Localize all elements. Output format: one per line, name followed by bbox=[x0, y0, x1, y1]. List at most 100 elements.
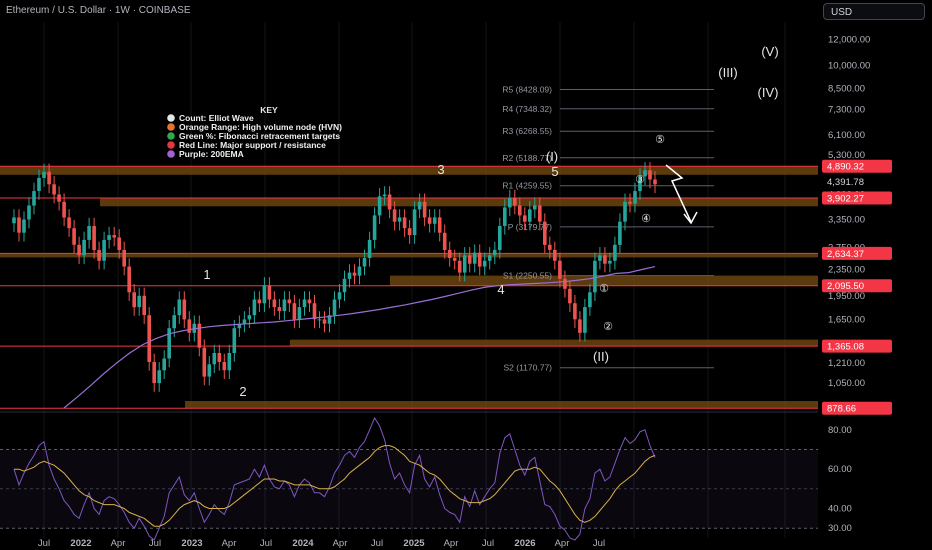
hvn-zone-5 bbox=[185, 401, 818, 409]
candle-body-11 bbox=[67, 217, 71, 229]
price-badge-bg-4 bbox=[822, 279, 892, 293]
candle-body-93 bbox=[477, 252, 482, 267]
support-lines bbox=[0, 165, 818, 409]
price-tick-3: 1,650.00 bbox=[828, 314, 865, 325]
key-swatch-1 bbox=[167, 123, 175, 131]
price-tick-7: 3,350.00 bbox=[828, 215, 865, 226]
candle-body-6 bbox=[42, 171, 46, 178]
sub-wave-0: ① bbox=[599, 283, 609, 295]
price-tick-5: 2,350.00 bbox=[828, 265, 865, 276]
sub-wave-3: ④ bbox=[641, 213, 651, 225]
candle-body-7 bbox=[47, 171, 51, 185]
wave-label-8: (IV) bbox=[758, 85, 779, 100]
candle-body-62 bbox=[322, 319, 327, 324]
candle-body-77 bbox=[397, 217, 402, 222]
arrow-head bbox=[683, 211, 698, 225]
rsi-tick-0: 30.00 bbox=[828, 523, 852, 534]
candle-body-120 bbox=[613, 244, 617, 261]
rsi-ma-line bbox=[14, 445, 656, 527]
price-badge-2: 3,902.27 bbox=[827, 194, 864, 205]
key-label-2: Green %: Fibonacci retracement targets bbox=[179, 131, 340, 141]
candle-body-38 bbox=[202, 347, 207, 377]
candle-body-88 bbox=[452, 258, 457, 261]
candle-body-75 bbox=[387, 194, 392, 210]
candle-body-94 bbox=[482, 260, 487, 267]
pivot-label-0: R5 (8428.09) bbox=[502, 85, 552, 95]
projection-arrow bbox=[665, 164, 698, 225]
candle-body-127 bbox=[648, 170, 652, 180]
candle-body-30 bbox=[162, 358, 166, 371]
candle-body-31 bbox=[167, 328, 171, 359]
price-badge-0: 4,890.32 bbox=[827, 162, 864, 173]
candle-body-105 bbox=[538, 205, 542, 222]
candle-body-111 bbox=[568, 288, 572, 304]
rsi-tick-2: 60.00 bbox=[828, 464, 852, 475]
candle-body-99 bbox=[508, 198, 512, 208]
wave-label-3: 4 bbox=[497, 282, 504, 297]
candle-body-96 bbox=[492, 249, 497, 256]
pivot-label-7: S2 (1170.77) bbox=[503, 363, 552, 373]
price-tick-14: 12,000.00 bbox=[828, 35, 870, 46]
candle-body-119 bbox=[608, 260, 612, 264]
candle-body-65 bbox=[337, 292, 342, 300]
candle-body-1 bbox=[17, 217, 21, 233]
price-tick-11: 7,300.00 bbox=[828, 105, 865, 116]
candle-body-42 bbox=[222, 361, 227, 371]
hvn-zone-1 bbox=[100, 198, 818, 207]
price-badge-3: 2,634.37 bbox=[827, 249, 864, 260]
candle-body-35 bbox=[187, 319, 192, 333]
hvn-zone-0 bbox=[0, 166, 818, 175]
key-label-0: Count: Elliot Wave bbox=[179, 113, 254, 123]
time-tick-10: 2025 bbox=[403, 538, 425, 549]
candle-body-25 bbox=[137, 295, 141, 308]
wave-label-5: (I) bbox=[546, 149, 558, 164]
candle-body-32 bbox=[172, 315, 176, 329]
candle-body-48 bbox=[252, 299, 257, 316]
time-tick-12: Jul bbox=[482, 538, 494, 549]
candle-body-103 bbox=[528, 209, 532, 222]
candle-body-61 bbox=[317, 319, 322, 321]
key-swatch-4 bbox=[167, 150, 175, 158]
candle-body-102 bbox=[523, 215, 527, 222]
price-badge-6: 878.66 bbox=[827, 404, 856, 415]
sub-wave-2: ③ bbox=[635, 174, 645, 186]
candle-body-63 bbox=[327, 315, 332, 324]
key-swatch-3 bbox=[167, 141, 175, 149]
candle-body-59 bbox=[307, 299, 312, 304]
candle-body-16 bbox=[92, 226, 96, 250]
candle-body-87 bbox=[447, 249, 452, 258]
candle-body-71 bbox=[367, 239, 372, 258]
candle-body-64 bbox=[332, 299, 337, 316]
rsi-panel bbox=[0, 416, 818, 541]
candle-body-23 bbox=[127, 266, 131, 293]
candle-body-21 bbox=[117, 237, 121, 250]
candle-body-9 bbox=[57, 194, 61, 202]
candle-body-81 bbox=[417, 201, 422, 210]
pivot-label-3: R2 (5188.77) bbox=[502, 153, 552, 163]
ema200-path bbox=[63, 266, 656, 409]
sub-wave-4: ⑤ bbox=[655, 134, 665, 146]
price-badge-bg-6 bbox=[822, 401, 892, 415]
candle-body-41 bbox=[217, 353, 222, 362]
price-badge-bg-5 bbox=[822, 339, 892, 353]
key-heading: KEY bbox=[260, 105, 278, 115]
candle-body-86 bbox=[442, 232, 447, 250]
candle-body-118 bbox=[603, 255, 607, 264]
pivot-label-4: R1 (4259.55) bbox=[502, 181, 552, 191]
candle-body-121 bbox=[618, 221, 622, 245]
time-tick-1: 2022 bbox=[70, 538, 91, 549]
time-tick-4: 2023 bbox=[181, 538, 202, 549]
candle-body-101 bbox=[518, 205, 522, 216]
candle-body-44 bbox=[232, 328, 237, 353]
candle-body-89 bbox=[457, 260, 462, 273]
candle-body-52 bbox=[272, 299, 277, 308]
currency-button[interactable]: USD bbox=[823, 3, 925, 20]
time-tick-3: Jul bbox=[149, 538, 161, 549]
candle-body-33 bbox=[177, 299, 182, 316]
rsi-tick-1: 40.00 bbox=[828, 504, 852, 515]
key-label-3: Red Line: Major support / resistance bbox=[179, 140, 326, 150]
candle-body-72 bbox=[372, 215, 377, 240]
pivot-label-1: R4 (7348.32) bbox=[502, 104, 552, 114]
